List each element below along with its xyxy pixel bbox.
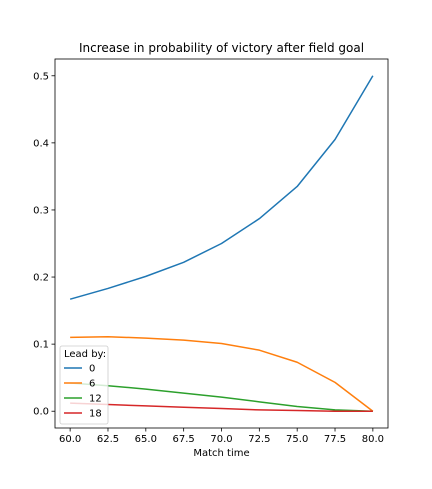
x-tick-label: 72.5: [248, 434, 270, 445]
x-axis-title: Match time: [193, 448, 249, 459]
y-axis: 0.0 0.1 0.2 0.3 0.4 0.5: [33, 71, 55, 418]
series-line-lead-12: [70, 382, 373, 412]
series-line-lead-18: [70, 402, 373, 412]
chart-title: Increase in probability of victory after…: [79, 41, 364, 55]
x-axis: 60.0 62.5 65.0 67.5 70.0 72.5 75.0 77.5 80.0: [59, 428, 384, 445]
legend-label: 0: [89, 364, 95, 375]
y-tick-label: 0.5: [33, 71, 49, 82]
legend-label: 6: [89, 379, 95, 390]
x-tick-label: 70.0: [210, 434, 232, 445]
y-tick-label: 0.2: [33, 273, 49, 284]
series-line-lead-6: [70, 336, 374, 412]
legend-box: [59, 345, 109, 425]
x-tick-label: 65.0: [135, 434, 157, 445]
x-tick-label: 77.5: [324, 434, 346, 445]
series-lines: [69, 75, 374, 412]
y-tick-label: 0.0: [33, 407, 49, 418]
legend: Lead by: 0 6 12 18: [59, 345, 109, 425]
legend-items: 0 6 12 18: [64, 364, 102, 420]
y-tick-label: 0.4: [33, 138, 49, 149]
legend-label: 12: [89, 394, 102, 405]
x-tick-label: 80.0: [362, 434, 384, 445]
x-tick-label: 75.0: [286, 434, 308, 445]
legend-label: 18: [89, 409, 102, 420]
x-tick-label: 62.5: [97, 434, 119, 445]
y-tick-label: 0.1: [33, 340, 49, 351]
x-tick-label: 60.0: [59, 434, 81, 445]
series-line-lead-0: [69, 75, 374, 300]
y-tick-label: 0.3: [33, 205, 49, 216]
legend-title: Lead by:: [64, 349, 106, 360]
x-tick-label: 67.5: [173, 434, 195, 445]
